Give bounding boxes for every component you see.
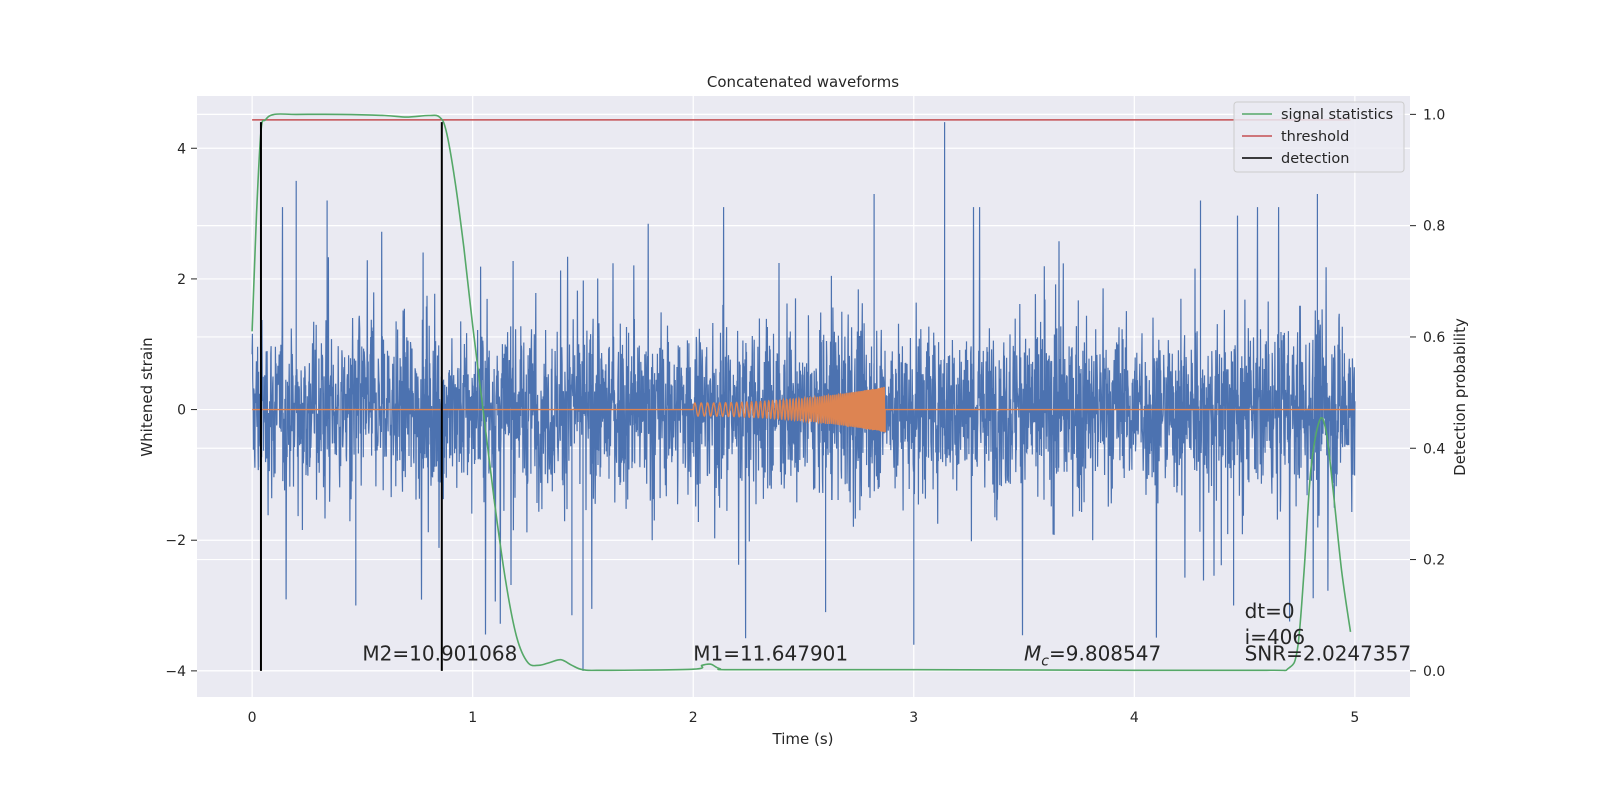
y2-tick-label: 0.8 xyxy=(1423,219,1445,235)
y-tick-label: 4 xyxy=(177,141,186,157)
x-tick-label: 3 xyxy=(909,710,918,726)
chart-title: Concatenated waveforms xyxy=(707,73,899,91)
annotation-text: M2=10.901068 xyxy=(362,642,517,666)
x-axis-label: Time (s) xyxy=(772,730,834,748)
y-axis-label: Whitened strain xyxy=(138,337,156,456)
y-tick-label: 0 xyxy=(177,403,186,419)
y-tick-label: −4 xyxy=(165,664,186,680)
annotations: M2=10.901068 M1=11.647901 Mc=9.808547 dt=0i… xyxy=(362,599,1411,669)
annotation-text: SNR=2.0247357 xyxy=(1245,642,1411,666)
y2-tick-label: 0.0 xyxy=(1423,664,1445,680)
injected-waveform-series xyxy=(252,386,1355,433)
x-tick-label: 5 xyxy=(1350,710,1359,726)
x-axis-ticks: 0 1 2 3 4 5 xyxy=(248,710,1360,726)
x-tick-label: 0 xyxy=(248,710,257,726)
y2-tick-label: 1.0 xyxy=(1423,107,1445,123)
legend-label-signal-statistics: signal statistics xyxy=(1281,107,1393,123)
y2-tick-label: 0.2 xyxy=(1423,553,1445,569)
legend-label-threshold: threshold xyxy=(1281,129,1349,145)
detection-lines xyxy=(259,122,443,671)
x-tick-label: 2 xyxy=(689,710,698,726)
y-tick-label: −2 xyxy=(165,533,186,549)
annotation-text: Mc=9.808547 xyxy=(1024,642,1161,670)
annotation-text: i=406 xyxy=(1245,625,1306,649)
x-tick-label: 1 xyxy=(468,710,477,726)
y2-axis-label: Detection probability xyxy=(1451,318,1469,476)
strain-noise-series xyxy=(251,122,1356,671)
y-tick-label: 2 xyxy=(177,272,186,288)
legend: signal statistics threshold detection xyxy=(1233,101,1405,173)
annotation-text: M1=11.647901 xyxy=(693,642,848,666)
legend-label-detection: detection xyxy=(1281,151,1349,167)
annotation-text: dt=0 xyxy=(1245,599,1295,623)
y2-tick-label: 0.4 xyxy=(1423,441,1445,457)
y2-axis-ticks: 0.0 0.2 0.4 0.6 0.8 1.0 xyxy=(1410,107,1445,680)
legend-box xyxy=(1233,101,1405,173)
y-axis-ticks: −4 −2 0 2 4 xyxy=(165,141,197,680)
signal-statistics-line xyxy=(251,113,1352,672)
x-tick-label: 4 xyxy=(1130,710,1139,726)
y2-tick-label: 0.6 xyxy=(1423,330,1445,346)
